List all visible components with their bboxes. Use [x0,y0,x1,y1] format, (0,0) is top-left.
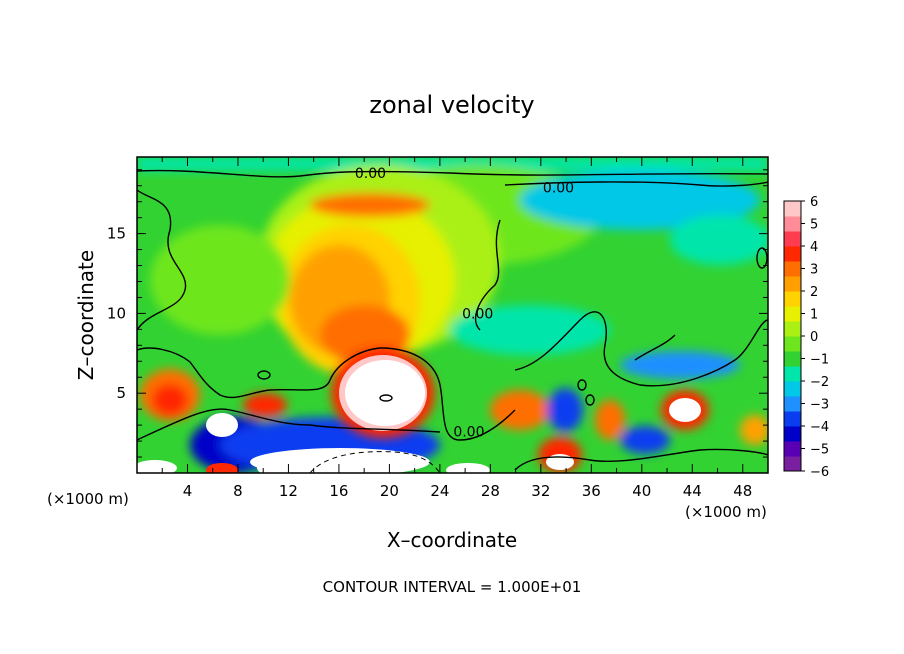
x-tick-label: 20 [380,482,399,500]
x-tick-label: 44 [683,482,702,500]
colorbar-tick-label: −2 [810,375,829,390]
footer-note: CONTOUR INTERVAL = 1.000E+01 [323,578,582,596]
colorbar-segment [784,396,801,412]
colorbar-segment [784,261,801,277]
colorbar-segment [784,366,801,382]
colorbar-segment [784,291,801,307]
colorbar-segment [784,351,801,367]
colorbar-tick-label: 5 [810,218,818,233]
colorbar-segment [784,381,801,397]
colorbar-segment [784,411,801,427]
colorbar-tick-label: −4 [810,420,829,435]
colorbar-segment [784,306,801,322]
colorbar-tick-label: 0 [810,330,818,345]
colorbar-segment [784,321,801,337]
colorbar-tick-label: 2 [810,285,818,300]
zero-contours [137,169,768,471]
colorbar-tick-label: 1 [810,308,818,323]
colorbar-segment [784,441,801,457]
colorbar-segment [784,231,801,247]
y-tick-label: 10 [107,304,126,322]
heatmap-field [137,157,768,473]
x-tick-label: 4 [183,482,193,500]
colorbar-tick-label: −5 [810,443,829,458]
colorbar-tick-label: 4 [810,240,818,255]
x-axis-label: X–coordinate [387,528,517,552]
colorbar-segment [784,276,801,292]
colorbar: 6 5 4 3 2 1 0 −1 −2 −3 −4 −5 −6 [783,195,829,480]
x-tick-label: 28 [481,482,500,500]
x-axis: 4 8 12 16 20 24 28 32 36 40 44 48 [161,157,752,500]
contour-label: 0.00 [462,306,493,322]
contour-label-group: 0.00 0.00 0.00 0.00 [355,166,574,441]
colorbar-segment [784,336,801,352]
contour-label: 0.00 [543,180,574,196]
x-tick-label: 36 [582,482,601,500]
colorbar-tick-label: −1 [810,353,829,368]
y-axis: 5 10 15 [107,169,768,458]
plot-frame [136,156,769,474]
colorbar-segment [784,426,801,442]
x-tick-label: 48 [733,482,752,500]
colorbar-segment [784,246,801,262]
colorbar-segment [784,216,801,232]
contour-label: 0.00 [453,425,484,441]
colorbar-tick-label: 6 [810,195,818,210]
negative-contour [309,451,441,473]
colorbar-tick-label: 3 [810,263,818,278]
x-tick-label: 32 [531,482,550,500]
y-axis-label: Z–coordinate [74,250,98,380]
colorbar-segment [784,201,801,217]
x-tick-label: 16 [329,482,348,500]
y-tick-label: 5 [116,384,126,402]
x-tick-label: 8 [233,482,243,500]
x-unit-left: (×1000 m) [47,490,129,508]
x-tick-label: 24 [430,482,449,500]
colorbar-segment [784,456,801,472]
colorbar-tick-label: −6 [810,465,829,480]
x-tick-label: 12 [279,482,298,500]
x-unit-right: (×1000 m) [685,503,767,521]
x-tick-label: 40 [632,482,651,500]
chart-title: zonal velocity [369,91,534,119]
y-tick-label: 15 [107,225,126,243]
colorbar-tick-label: −3 [810,398,829,413]
contour-label: 0.00 [355,166,386,182]
